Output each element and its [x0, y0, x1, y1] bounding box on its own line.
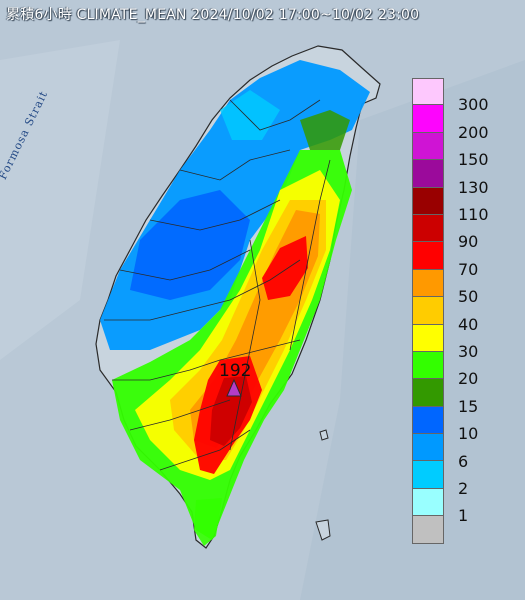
legend-swatch: [412, 187, 444, 215]
legend-swatch: [412, 406, 444, 435]
legend-swatch: [412, 214, 444, 243]
zone-dark-green: [300, 110, 350, 150]
legend-swatch: [412, 297, 444, 325]
legend-label: 300: [458, 95, 489, 115]
zone-north-blue: [130, 190, 250, 300]
legend-label: 50: [458, 287, 479, 307]
legend-swatch: [412, 269, 444, 298]
zone-heavy-red: [262, 236, 308, 300]
zone-north-light-2: [220, 90, 280, 140]
legend-swatch: [412, 516, 444, 544]
legend-swatch: [412, 461, 444, 489]
legend-label: 20: [458, 369, 479, 389]
legend-swatch: [412, 160, 444, 188]
legend-swatch: [412, 78, 444, 106]
max-rain-marker: [226, 378, 242, 397]
legend-label: 6: [458, 451, 469, 471]
zone-south-tip: [194, 498, 222, 546]
legend-label: 200: [458, 122, 489, 142]
legend-swatch: [412, 351, 444, 380]
green-island: [319, 429, 329, 441]
map-title: 累積6小時 CLIMATE_MEAN 2024/10/02 17:00~10/0…: [6, 7, 420, 23]
legend-swatch: [412, 242, 444, 270]
legend-label: 110: [458, 205, 489, 224]
legend-label: 1: [458, 506, 469, 526]
legend-label: 70: [458, 259, 479, 279]
lanyu-island: [315, 519, 331, 541]
legend-swatch: [412, 379, 444, 407]
legend-label: 15: [458, 396, 479, 416]
legend-swatch: [412, 434, 444, 462]
legend-label: 130: [458, 177, 489, 197]
legend-swatch: [412, 324, 444, 352]
sea-shade-west: [0, 40, 120, 360]
legend-label: 10: [458, 424, 479, 444]
legend-label: 2: [458, 479, 469, 498]
legend-label: 90: [458, 232, 479, 252]
legend-label: 40: [458, 314, 479, 334]
legend-label: 30: [458, 342, 479, 361]
legend-label: 150: [458, 150, 489, 170]
legend-swatch: [412, 105, 444, 133]
legend-swatch: [412, 132, 444, 161]
max-station-value: 192: [219, 361, 252, 381]
legend-swatch: [412, 488, 444, 517]
legend-color-bar: [412, 78, 448, 544]
county-borders: [104, 99, 331, 471]
